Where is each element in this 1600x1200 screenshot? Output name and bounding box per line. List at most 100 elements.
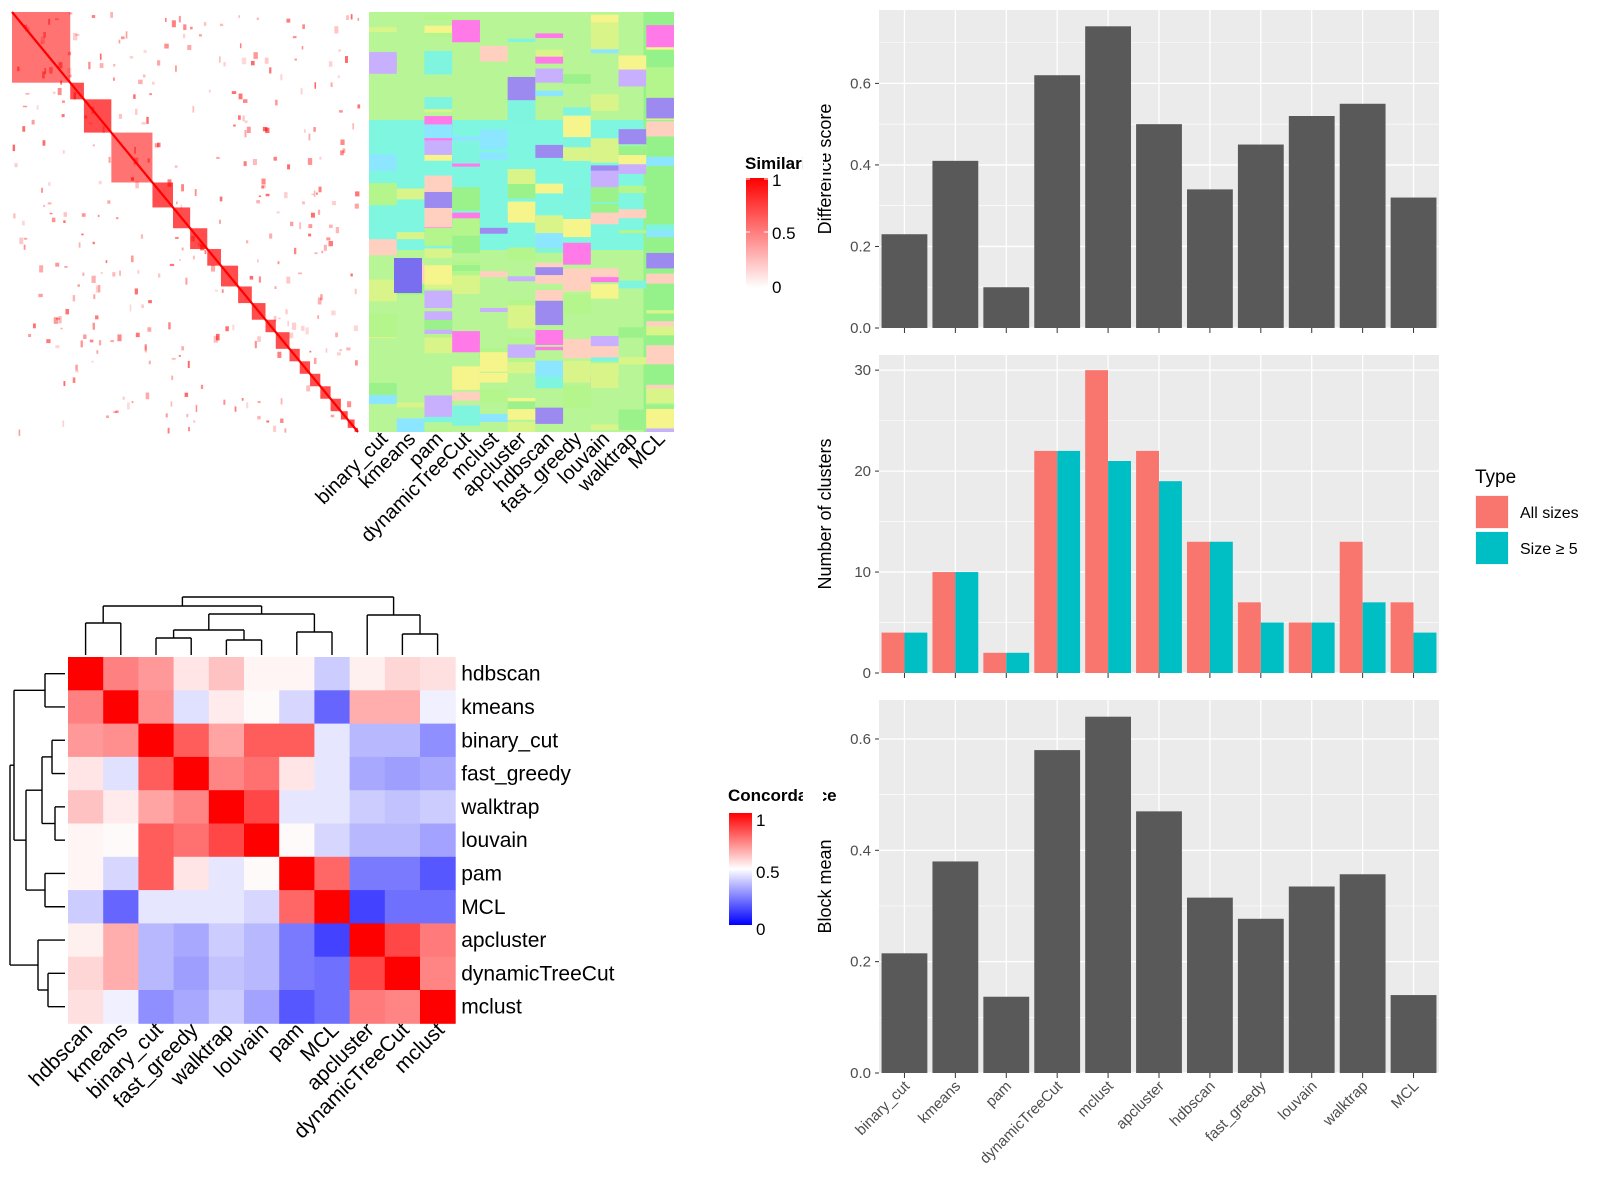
similarity-speck [113, 411, 117, 414]
membership-segment [563, 74, 591, 84]
similarity-speck [313, 190, 316, 197]
similarity-speck [75, 33, 80, 37]
concordance-cell [420, 856, 456, 891]
similarity-speck [273, 316, 277, 322]
similarity-speck [147, 158, 150, 163]
concordance-cell [173, 657, 210, 691]
similarity-speck [308, 224, 313, 229]
similarity-speck [55, 345, 60, 349]
concordance-cell [384, 890, 421, 924]
similarity-speck [51, 217, 56, 223]
similarity-speck [302, 201, 305, 205]
similarity-speck [277, 261, 280, 265]
bar [1006, 652, 1030, 673]
membership-segment [424, 203, 453, 228]
similarity-speck [262, 126, 268, 132]
similarity-speck [243, 99, 248, 103]
concordance-cell [420, 723, 456, 758]
similarity-speck [257, 415, 261, 420]
similarity-speck [183, 24, 187, 31]
y-tick-label: 0.0 [850, 1065, 871, 1082]
membership-segment [479, 227, 508, 234]
similarity-speck [219, 23, 224, 27]
similarity-speck [203, 22, 207, 26]
similarity-speck [142, 74, 146, 78]
similarity-speck [325, 348, 328, 353]
membership-segment [618, 164, 647, 174]
legend-tick-label: 0 [772, 278, 781, 297]
column-dendrogram [84, 596, 439, 655]
similarity-speck [269, 67, 272, 74]
similarity-speck [257, 336, 261, 342]
similarity-speck [246, 402, 249, 409]
concordance-cell [208, 756, 245, 791]
membership-segment [424, 429, 453, 432]
membership-segment [452, 415, 480, 426]
bar [1390, 602, 1414, 673]
concordance-cell [384, 657, 421, 691]
concordance-cell [68, 657, 104, 691]
concordance-cell [68, 923, 104, 958]
concordance-cell [208, 956, 245, 991]
concordance-cell [68, 756, 104, 791]
membership-segment [646, 224, 674, 231]
membership-segment [479, 271, 508, 278]
similarity-speck [350, 273, 353, 277]
concordance-cell [138, 856, 175, 891]
concordance-cell [279, 657, 315, 691]
legend-clip-mask-top [803, 150, 823, 180]
similarity-speck [62, 150, 65, 154]
similarity-speck [355, 360, 358, 366]
membership-segment [590, 268, 619, 278]
membership-segment [507, 299, 536, 306]
row-label: mclust [461, 996, 522, 1019]
concordance-cell [349, 956, 386, 991]
membership-segment [507, 422, 536, 432]
bar [1159, 481, 1182, 673]
membership-segment [424, 191, 453, 208]
membership-segment [507, 100, 536, 124]
similarity-speck [148, 360, 151, 365]
similarity-speck [233, 124, 236, 127]
membership-segment [563, 339, 591, 359]
similarity-speck [287, 164, 291, 170]
membership-segment [618, 69, 647, 87]
membership-segment [535, 90, 564, 97]
similarity-speck [273, 156, 277, 161]
bar [1339, 541, 1363, 673]
bar [1085, 26, 1131, 329]
similarity-speck [261, 178, 266, 185]
similarity-speck [274, 286, 277, 290]
membership-segment [618, 357, 647, 365]
similarity-speck [306, 385, 311, 392]
similarity-speck [42, 71, 45, 79]
row-dendrogram [9, 672, 65, 1008]
membership-segment [396, 232, 425, 240]
y-tick-label: 10 [854, 564, 871, 581]
bar [1260, 622, 1284, 673]
concordance-cell [103, 990, 139, 1024]
membership-segment [563, 219, 591, 238]
bar [1034, 750, 1081, 1073]
similarity-speck [208, 89, 211, 93]
similarity-speck [145, 392, 150, 400]
concordance-cell [279, 956, 315, 991]
similarity-speck [95, 315, 99, 320]
membership-segment [646, 121, 674, 137]
similarity-speck [63, 220, 66, 223]
similarity-speck [339, 349, 343, 352]
bar [1034, 75, 1081, 328]
concordance-cell [173, 723, 210, 758]
similarity-speck [63, 212, 67, 217]
similarity-speck [314, 252, 318, 255]
similarity-speck [67, 51, 72, 56]
similarity-speck [122, 396, 125, 400]
concordance-heatmap [68, 657, 456, 1024]
concordance-cell [244, 923, 280, 958]
similarity-speck [345, 56, 348, 63]
similarity-speck [266, 420, 270, 423]
similarity-speck [289, 332, 294, 339]
similarity-speck [99, 63, 104, 68]
similarity-speck [148, 300, 152, 304]
membership-segment [369, 313, 397, 337]
